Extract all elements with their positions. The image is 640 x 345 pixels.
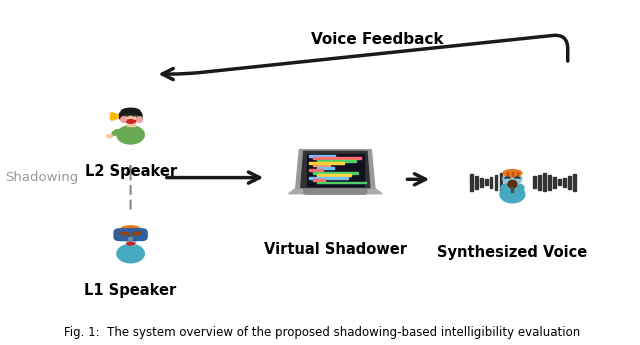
Bar bbox=[543, 173, 546, 191]
Ellipse shape bbox=[121, 108, 140, 115]
Bar bbox=[548, 175, 551, 189]
Bar bbox=[317, 167, 333, 169]
Text: L1 Speaker: L1 Speaker bbox=[84, 283, 177, 298]
Polygon shape bbox=[296, 150, 375, 188]
Bar bbox=[317, 160, 356, 161]
Ellipse shape bbox=[117, 245, 144, 263]
Bar bbox=[568, 176, 571, 189]
Bar bbox=[127, 122, 134, 126]
Bar bbox=[538, 175, 541, 190]
Bar bbox=[313, 165, 330, 166]
Ellipse shape bbox=[137, 112, 142, 120]
Bar bbox=[480, 178, 483, 187]
Bar bbox=[573, 174, 575, 190]
Bar bbox=[313, 172, 358, 174]
Ellipse shape bbox=[119, 112, 124, 120]
Bar bbox=[313, 157, 362, 159]
Text: Synthesized Voice: Synthesized Voice bbox=[437, 246, 588, 260]
Bar bbox=[511, 186, 513, 192]
Text: L2 Speaker: L2 Speaker bbox=[84, 164, 177, 179]
Bar bbox=[516, 172, 518, 176]
FancyArrowPatch shape bbox=[520, 187, 522, 188]
Bar bbox=[313, 179, 324, 181]
Wedge shape bbox=[125, 120, 136, 123]
Bar bbox=[495, 175, 497, 189]
Bar bbox=[505, 175, 508, 190]
Bar bbox=[558, 179, 561, 185]
Wedge shape bbox=[126, 242, 135, 245]
Bar bbox=[500, 173, 502, 191]
Bar bbox=[310, 155, 335, 157]
Text: Fig. 1:  The system overview of the proposed shadowing-based intelligibility eva: Fig. 1: The system overview of the propo… bbox=[64, 326, 580, 339]
Ellipse shape bbox=[117, 126, 144, 144]
Bar bbox=[511, 172, 513, 176]
Bar bbox=[127, 229, 129, 233]
Ellipse shape bbox=[121, 110, 140, 122]
Bar bbox=[124, 229, 126, 233]
FancyBboxPatch shape bbox=[307, 154, 364, 186]
Bar bbox=[475, 176, 477, 189]
Text: Shadowing: Shadowing bbox=[4, 171, 78, 184]
Bar bbox=[132, 228, 133, 233]
Bar bbox=[510, 176, 513, 188]
Bar bbox=[533, 176, 536, 188]
FancyBboxPatch shape bbox=[304, 188, 367, 194]
Ellipse shape bbox=[121, 226, 141, 233]
Bar bbox=[507, 172, 508, 176]
Bar bbox=[317, 174, 351, 176]
Bar bbox=[563, 178, 566, 187]
Polygon shape bbox=[301, 151, 370, 188]
Ellipse shape bbox=[508, 180, 517, 188]
FancyBboxPatch shape bbox=[114, 229, 147, 240]
Bar bbox=[310, 177, 348, 178]
Bar bbox=[310, 169, 323, 171]
Text: Voice Feedback: Voice Feedback bbox=[310, 32, 443, 47]
Ellipse shape bbox=[107, 135, 113, 138]
Ellipse shape bbox=[503, 173, 522, 185]
Bar bbox=[485, 179, 488, 185]
Bar bbox=[470, 174, 472, 190]
Bar bbox=[553, 177, 556, 188]
Ellipse shape bbox=[121, 229, 141, 242]
Bar bbox=[127, 241, 134, 245]
Bar bbox=[136, 228, 138, 233]
Polygon shape bbox=[289, 188, 382, 194]
Bar bbox=[508, 184, 516, 188]
Bar bbox=[490, 177, 493, 188]
FancyArrowPatch shape bbox=[114, 132, 117, 134]
Ellipse shape bbox=[503, 170, 522, 176]
Ellipse shape bbox=[500, 186, 525, 203]
Bar bbox=[317, 181, 366, 184]
Bar bbox=[310, 162, 344, 164]
Wedge shape bbox=[508, 182, 516, 185]
Ellipse shape bbox=[129, 237, 132, 240]
Text: Virtual Shadower: Virtual Shadower bbox=[264, 242, 407, 257]
